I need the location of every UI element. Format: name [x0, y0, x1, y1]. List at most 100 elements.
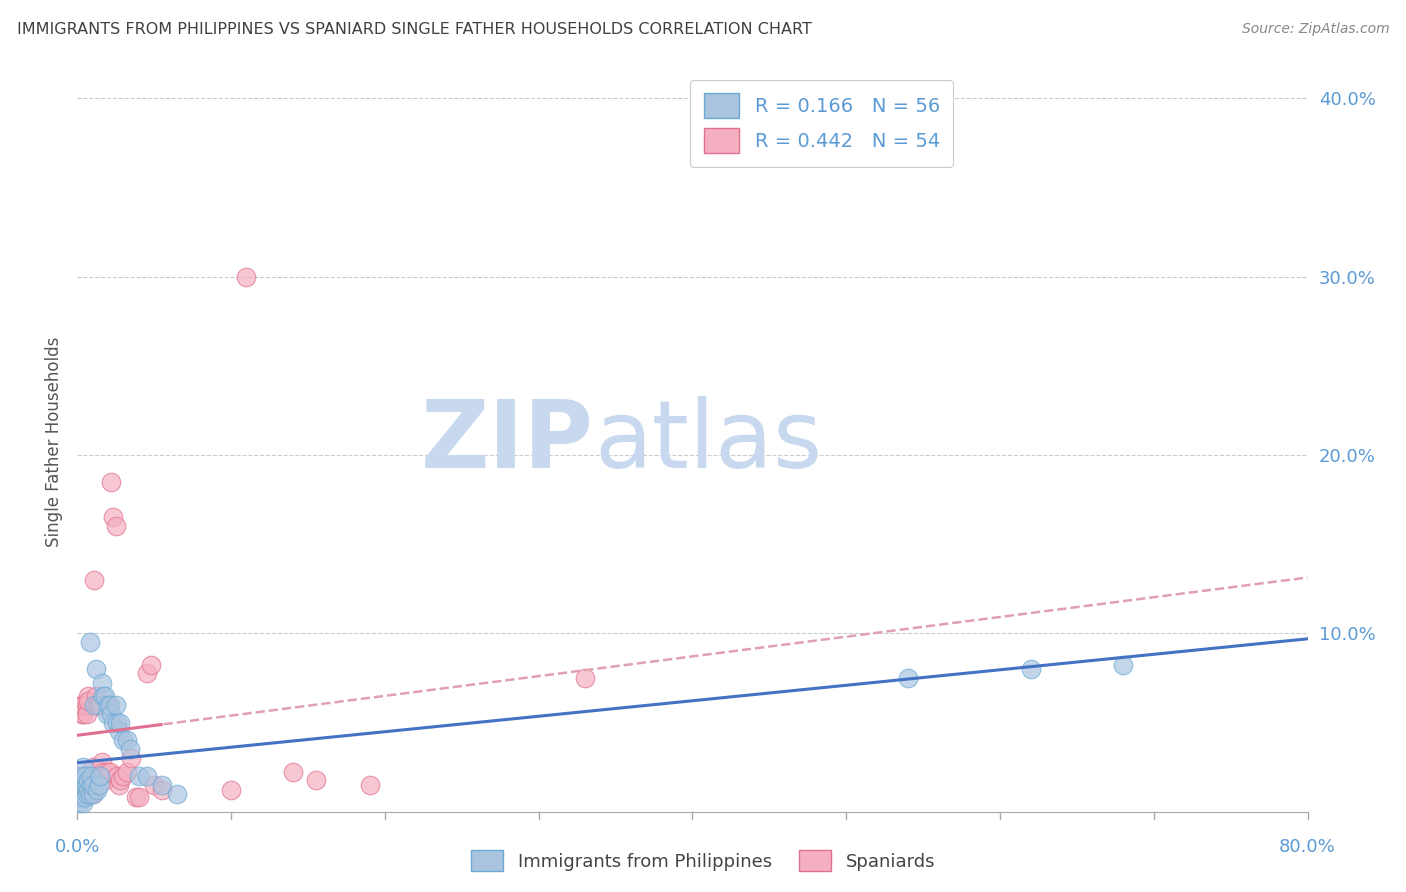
Point — [150, 778, 173, 792]
Point — [76, 698, 98, 712]
Text: ZIP: ZIP — [422, 395, 595, 488]
Point — [72, 772, 94, 787]
Point — [83, 698, 105, 712]
Point — [105, 715, 128, 730]
Point — [104, 519, 127, 533]
Point — [94, 689, 117, 703]
Point — [305, 772, 328, 787]
Point — [77, 783, 100, 797]
Point — [77, 689, 100, 703]
Point — [76, 778, 98, 792]
Point — [72, 787, 94, 801]
Point — [128, 769, 150, 783]
Point — [67, 769, 90, 783]
Point — [219, 783, 242, 797]
Point — [73, 778, 96, 792]
Text: atlas: atlas — [595, 395, 823, 488]
Point — [141, 658, 163, 673]
Point — [135, 769, 157, 783]
Point — [72, 787, 94, 801]
Point — [98, 698, 121, 712]
Point — [72, 706, 94, 721]
Point — [115, 765, 138, 780]
Point — [118, 742, 141, 756]
Point — [70, 790, 93, 805]
Point — [120, 751, 142, 765]
Point — [77, 772, 100, 787]
Point — [69, 783, 91, 797]
Point — [79, 787, 101, 801]
Point — [83, 573, 105, 587]
Point — [67, 778, 90, 792]
Point — [70, 698, 93, 712]
Point — [82, 787, 104, 801]
Point — [104, 698, 127, 712]
Point — [69, 772, 91, 787]
Point — [80, 772, 103, 787]
Point — [108, 778, 131, 792]
Point — [73, 769, 96, 783]
Point — [108, 724, 131, 739]
Text: 0.0%: 0.0% — [55, 838, 100, 856]
Point — [87, 698, 110, 712]
Point — [69, 790, 91, 805]
Legend: Immigrants from Philippines, Spaniards: Immigrants from Philippines, Spaniards — [464, 843, 942, 879]
Point — [101, 510, 124, 524]
Point — [67, 769, 90, 783]
Point — [89, 698, 111, 712]
Point — [359, 778, 381, 792]
Point — [166, 787, 188, 801]
Point — [69, 787, 91, 801]
Point — [105, 769, 128, 783]
Point — [115, 733, 138, 747]
Point — [1112, 658, 1135, 673]
Point — [93, 765, 115, 780]
Point — [80, 778, 103, 792]
Point — [79, 769, 101, 783]
Point — [84, 689, 107, 703]
Point — [125, 790, 148, 805]
Y-axis label: Single Father Households: Single Father Households — [45, 336, 63, 547]
Point — [94, 772, 117, 787]
Point — [70, 706, 93, 721]
Point — [97, 698, 120, 712]
Point — [101, 715, 124, 730]
Legend: R = 0.166   N = 56, R = 0.442   N = 54: R = 0.166 N = 56, R = 0.442 N = 54 — [690, 79, 953, 167]
Point — [112, 769, 135, 783]
Point — [76, 787, 98, 801]
Point — [80, 769, 103, 783]
Point — [96, 765, 118, 780]
Point — [1019, 662, 1042, 676]
Point — [128, 790, 150, 805]
Point — [86, 698, 108, 712]
Point — [110, 715, 132, 730]
Text: IMMIGRANTS FROM PHILIPPINES VS SPANIARD SINGLE FATHER HOUSEHOLDS CORRELATION CHA: IMMIGRANTS FROM PHILIPPINES VS SPANIARD … — [17, 22, 811, 37]
Point — [73, 778, 96, 792]
Point — [77, 694, 100, 708]
Point — [69, 790, 91, 805]
Point — [82, 778, 104, 792]
Point — [72, 760, 94, 774]
Point — [84, 662, 107, 676]
Point — [79, 635, 101, 649]
Point — [96, 706, 118, 721]
Point — [100, 706, 122, 721]
Point — [82, 787, 104, 801]
Point — [67, 787, 90, 801]
Point — [70, 769, 93, 783]
Point — [110, 772, 132, 787]
Point — [73, 790, 96, 805]
Point — [67, 778, 90, 792]
Point — [72, 698, 94, 712]
Point — [135, 665, 157, 680]
Point — [67, 796, 90, 810]
Text: 80.0%: 80.0% — [1279, 838, 1336, 856]
Point — [100, 475, 122, 489]
Point — [89, 769, 111, 783]
Point — [70, 778, 93, 792]
Point — [73, 769, 96, 783]
Point — [97, 698, 120, 712]
Point — [86, 783, 108, 797]
Point — [90, 676, 114, 690]
Point — [150, 783, 173, 797]
